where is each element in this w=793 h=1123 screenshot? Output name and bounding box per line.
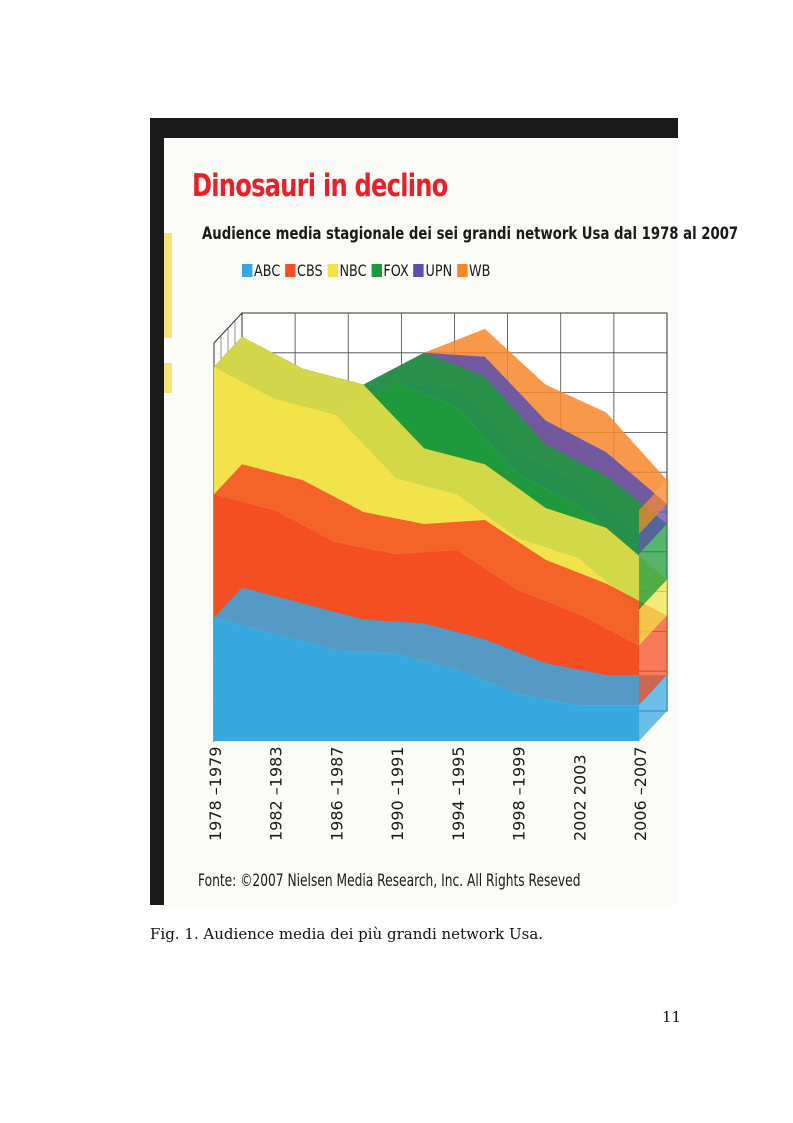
series-depth-cbs — [214, 464, 667, 646]
legend-swatch — [371, 264, 382, 277]
x-tick-label: 2006 –2007 — [631, 746, 650, 841]
right-face-abc — [639, 675, 667, 741]
figure-background: Dinosauri in declino Audience media stag… — [164, 138, 738, 905]
series-cbs — [214, 464, 667, 706]
series-depth-abc — [214, 587, 667, 706]
legend-item-nbc: NBC — [327, 261, 367, 280]
legend-swatch — [327, 264, 338, 277]
legend-label: CBS — [297, 261, 323, 280]
area-chart: 1978 –1979 1982 –1983 1986 –1987 1990 –1991… — [206, 311, 668, 841]
series-abc — [214, 587, 667, 741]
x-tick-label: 2002 2003 — [570, 754, 589, 841]
legend-swatch — [285, 264, 296, 277]
x-tick-label: 1986 –1987 — [327, 746, 346, 841]
x-tick-label: 1990 –1991 — [388, 746, 407, 841]
legend-swatch — [242, 264, 253, 277]
chart-subtitle: Audience media stagionale dei sei grandi… — [202, 224, 739, 244]
legend-item-wb: WB — [457, 261, 490, 280]
legend-item-cbs: CBS — [285, 261, 323, 280]
figure-frame: Dinosauri in declino Audience media stag… — [150, 115, 738, 905]
chart-right-face — [639, 480, 667, 741]
figure-caption: Fig. 1. Audience media dei più grandi ne… — [150, 925, 544, 943]
legend-item-upn: UPN — [413, 261, 453, 280]
x-axis-labels: 1978 –1979 1982 –1983 1986 –1987 1990 –1991… — [206, 746, 650, 841]
chart-source: Fonte: ©2007 Nielsen Media Research, Inc… — [198, 871, 581, 891]
legend-label: FOX — [383, 261, 409, 280]
x-tick-label: 1994 –1995 — [449, 746, 468, 841]
page-number: 11 — [662, 1008, 682, 1026]
legend-swatch — [413, 264, 424, 277]
legend-label: UPN — [425, 261, 453, 280]
x-tick-label: 1982 –1983 — [267, 746, 286, 841]
right-face-cbs — [639, 615, 667, 706]
chart-legend: ABC CBS NBC FOX UPN WB — [242, 260, 495, 282]
right-face-nbc — [639, 579, 667, 646]
area-fox — [214, 366, 639, 610]
right-face-fox — [639, 523, 667, 610]
figure-top-border — [162, 118, 678, 138]
legend-label: NBC — [339, 261, 367, 280]
figure-yellow-strip-lower — [164, 363, 172, 393]
right-face-wb — [639, 480, 667, 535]
area-abc — [214, 617, 639, 741]
chart-title: Dinosauri in declino — [192, 168, 448, 204]
x-tick-label: 1998 –1999 — [510, 746, 529, 841]
legend-label: ABC — [254, 261, 281, 280]
legend-swatch — [457, 264, 468, 277]
legend-label: WB — [469, 261, 491, 280]
series-depth-nbc — [214, 336, 667, 610]
x-tick-label: 1978 –1979 — [206, 746, 225, 841]
legend-item-fox: FOX — [371, 261, 409, 280]
area-cbs — [214, 494, 639, 706]
right-face-upn — [639, 504, 667, 554]
legend-item-abc: ABC — [242, 261, 280, 280]
figure-left-border — [150, 118, 164, 905]
figure-yellow-strip — [164, 233, 172, 338]
